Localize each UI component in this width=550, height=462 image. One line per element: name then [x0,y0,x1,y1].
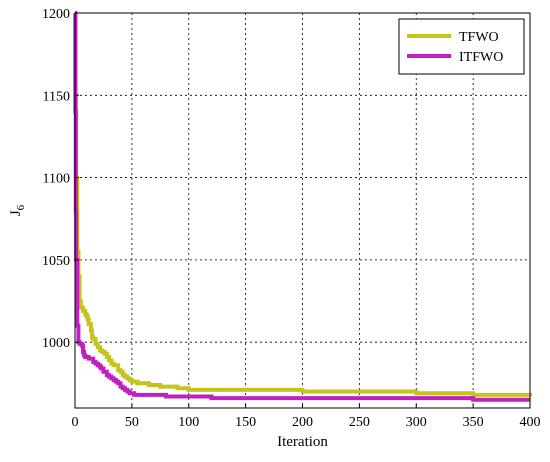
x-tick-label: 50 [125,415,139,430]
x-tick-label: 0 [72,415,79,430]
y-tick-label: 1100 [43,172,70,187]
series-layer [73,11,532,402]
legend-label-itfwo: ITFWO [459,50,503,65]
x-tick-label: 400 [520,415,541,430]
y-tick-label: 1000 [42,336,70,351]
y-axis-label: J6 [8,204,27,216]
legend-box [398,18,525,75]
series-line-itfwo [73,11,530,402]
x-axis-ticks: 0 50 100 150 200 250 300 350 400 [72,404,541,430]
x-axis-label: Iteration [277,434,328,450]
x-tick-label: 350 [463,415,484,430]
legend-label-tfwo: TFWO [459,30,499,45]
series-line-tfwo [73,11,532,397]
y-axis-ticks: 1000 1050 1100 1150 1200 [42,7,79,351]
x-tick-label: 200 [292,415,313,430]
y-tick-label: 1050 [42,254,70,269]
legend: TFWO ITFWO [398,18,525,75]
x-tick-label: 100 [178,415,199,430]
y-axis-label-subscript: 6 [15,204,27,210]
x-tick-label: 300 [406,415,427,430]
grid [75,13,530,408]
y-axis-label-main: J [8,210,24,216]
y-tick-label: 1150 [43,89,70,104]
x-tick-label: 250 [349,415,370,430]
x-tick-label: 150 [235,415,256,430]
y-tick-label: 1200 [42,7,70,22]
